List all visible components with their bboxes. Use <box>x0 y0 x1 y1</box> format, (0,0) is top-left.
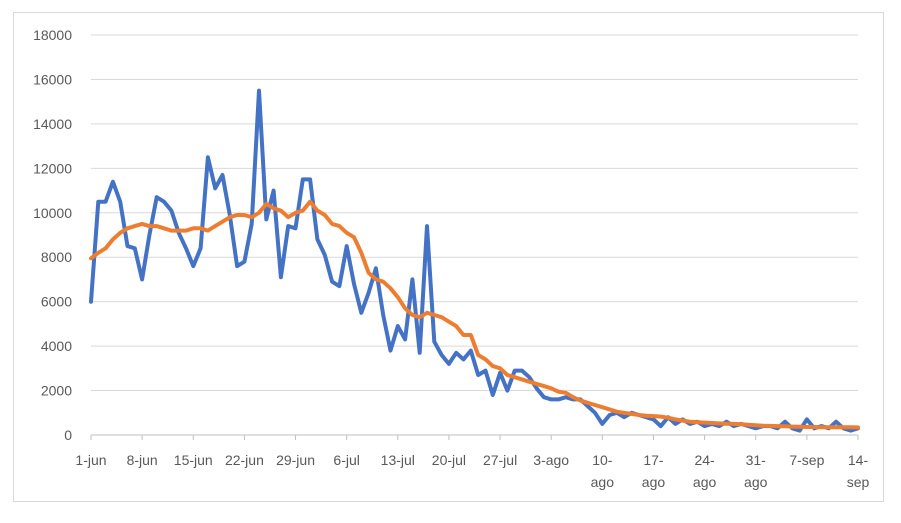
x-tick-label-line: 24- <box>694 452 715 468</box>
y-tick-label: 4000 <box>41 338 72 354</box>
x-tick-label: 6-jul <box>333 452 359 468</box>
x-tick-label-line: ago <box>591 474 615 490</box>
x-tick-label: 22-jun <box>225 452 264 468</box>
x-tick-label-line: 10- <box>592 452 613 468</box>
x-tick-label-line: 3-ago <box>533 452 569 468</box>
y-tick-label: 2000 <box>41 383 72 399</box>
x-tick-label-line: 22-jun <box>225 452 264 468</box>
x-tick-label-line: 29-jun <box>276 452 315 468</box>
series-line-1 <box>89 88 860 433</box>
x-tick-label: 10- ago <box>591 452 615 490</box>
x-tick-label-line: ago <box>642 474 666 490</box>
x-tick-label: 17- ago <box>642 452 666 490</box>
x-tick-label: 1-jun <box>75 452 106 468</box>
x-tick-label-line: 8-jun <box>127 452 158 468</box>
x-tick-label: 14- sep <box>847 452 870 490</box>
y-tick-label: 0 <box>64 427 72 443</box>
x-tick-label-line: 1-jun <box>75 452 106 468</box>
x-tick-label-line: 13-jul <box>381 452 415 468</box>
x-tick-label-line: ago <box>693 474 717 490</box>
y-tick-label: 12000 <box>33 160 72 176</box>
x-tick-label-line: 15-jun <box>174 452 213 468</box>
y-tick-label: 18000 <box>33 27 72 43</box>
x-tick-label-line: 27-jul <box>483 452 517 468</box>
x-tick-label-line: 6-jul <box>333 452 359 468</box>
y-tick-label: 14000 <box>33 116 72 132</box>
y-tick-label: 8000 <box>41 249 72 265</box>
y-tick-label: 6000 <box>41 294 72 310</box>
x-tick-label: 24- ago <box>693 452 717 490</box>
x-tick-label: 27-jul <box>483 452 517 468</box>
x-tick-label: 13-jul <box>381 452 415 468</box>
x-tick-label: 31- ago <box>744 452 768 490</box>
series-line-2 <box>89 199 860 430</box>
x-tick-label: 20-jul <box>432 452 466 468</box>
x-tick-label: 3-ago <box>533 452 569 468</box>
x-tick-label: 8-jun <box>127 452 158 468</box>
x-tick-label-line: ago <box>744 474 768 490</box>
x-tick-label-line: 31- <box>746 452 767 468</box>
x-tick-label: 7-sep <box>789 452 824 468</box>
x-tick-label-line: 20-jul <box>432 452 466 468</box>
x-tick-label-line: 17- <box>643 452 664 468</box>
y-tick-label: 10000 <box>33 205 72 221</box>
x-tick-label-line: 7-sep <box>789 452 824 468</box>
x-tick-label-line: 14- <box>848 452 869 468</box>
x-tick-label: 29-jun <box>276 452 315 468</box>
y-tick-label: 16000 <box>33 71 72 87</box>
x-tick-label: 15-jun <box>174 452 213 468</box>
x-tick-label-line: sep <box>847 474 870 490</box>
